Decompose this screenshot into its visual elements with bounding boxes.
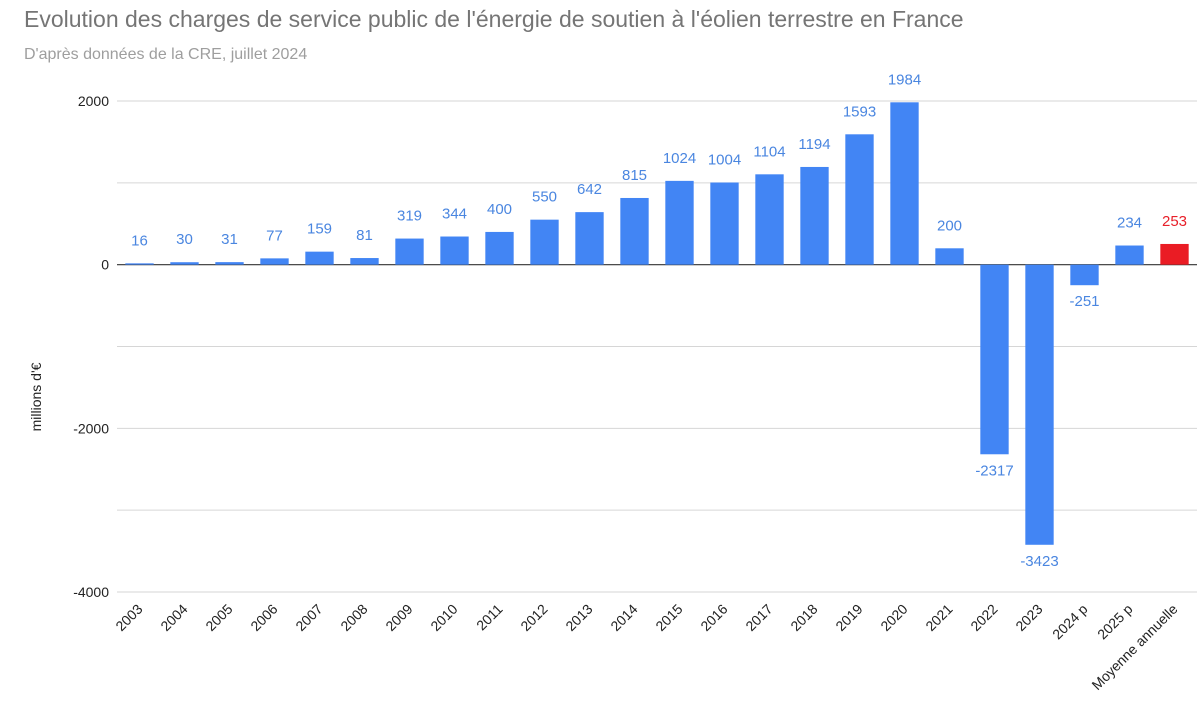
x-tick-label: 2021 [922, 601, 955, 634]
x-tick-label: 2024 p [1049, 601, 1091, 643]
bar [935, 248, 964, 265]
bar [440, 236, 469, 265]
data-label: 815 [622, 167, 647, 184]
data-label: -3423 [1020, 553, 1058, 570]
data-label: 642 [577, 181, 602, 198]
bar [1115, 245, 1144, 265]
x-tick-label: 2007 [292, 601, 325, 634]
data-label: 550 [532, 189, 557, 206]
bar [170, 262, 199, 265]
bar [1160, 243, 1189, 265]
bar [800, 166, 829, 265]
data-label: -2317 [975, 462, 1013, 479]
x-tick-label: 2005 [202, 601, 235, 634]
bar [305, 251, 334, 265]
data-label: 400 [487, 201, 512, 218]
data-label: 1024 [663, 150, 696, 167]
x-tick-label: Moyenne annuelle [1088, 601, 1180, 693]
x-tick-label: 2018 [787, 601, 820, 634]
bar [1070, 264, 1099, 286]
y-tick-label: 0 [101, 257, 109, 273]
data-label: 1004 [708, 152, 741, 169]
data-label: 77 [266, 227, 283, 244]
x-tick-label: 2003 [112, 601, 145, 634]
bar [395, 238, 424, 265]
bar [665, 180, 694, 265]
bar [215, 262, 244, 265]
x-tick-label: 2009 [382, 601, 415, 634]
y-axis-ticks: 2000 0 -2000 -4000 [73, 93, 109, 600]
y-tick-label: -4000 [73, 584, 109, 600]
chart-title: Evolution des charges de service public … [24, 6, 964, 32]
x-tick-label: 2019 [832, 601, 865, 634]
grid-lines [117, 100, 1197, 593]
chart-subtitle: D'après données de la CRE, juillet 2024 [24, 46, 308, 63]
bars [125, 102, 1189, 545]
x-tick-label: 2023 [1012, 601, 1045, 634]
data-label: 16 [131, 232, 148, 249]
bar [1025, 264, 1054, 545]
data-label: -251 [1069, 293, 1099, 310]
bar [710, 182, 739, 265]
data-label: 234 [1117, 215, 1142, 232]
x-tick-label: 2011 [473, 601, 506, 634]
bar [530, 219, 559, 265]
x-tick-label: 2006 [247, 601, 280, 634]
y-tick-label: 2000 [78, 93, 109, 109]
x-tick-label: 2017 [742, 601, 775, 634]
data-label: 1984 [888, 71, 921, 88]
x-axis-ticks: 2003 2004 2005 2006 2007 2008 2009 2010 2011 2012… [112, 601, 1180, 693]
x-tick-label: 2020 [877, 601, 910, 634]
bar [575, 212, 604, 265]
bar [125, 263, 154, 265]
x-tick-label: 2014 [607, 601, 640, 634]
y-axis-label: millions d'€ [28, 362, 44, 431]
data-label: 200 [937, 217, 962, 234]
x-tick-label: 2004 [157, 601, 190, 634]
bar [755, 174, 784, 265]
y-tick-label: -2000 [73, 420, 109, 436]
x-tick-label: 2008 [337, 601, 370, 634]
data-label: 1593 [843, 103, 876, 120]
x-tick-label: 2016 [697, 601, 730, 634]
data-label: 30 [176, 231, 193, 248]
data-label: 253 [1162, 213, 1187, 230]
x-tick-label: 2013 [562, 601, 595, 634]
bar [980, 264, 1009, 455]
x-tick-label: 2025 p [1094, 601, 1136, 643]
x-tick-label: 2015 [652, 601, 685, 634]
data-labels: 16 30 31 77 159 81 319 344 400 550 642 815 1024 1004 1… [131, 71, 1187, 569]
x-tick-label: 2010 [427, 601, 460, 634]
data-label: 344 [442, 206, 467, 223]
data-label: 159 [307, 221, 332, 238]
bar [890, 102, 919, 265]
bar [485, 231, 514, 265]
data-label: 1194 [798, 136, 830, 153]
bar [845, 134, 874, 265]
bar [350, 258, 379, 265]
data-label: 1104 [753, 143, 785, 160]
bar [620, 197, 649, 265]
x-tick-label: 2012 [517, 601, 550, 634]
bar [260, 258, 289, 265]
data-label: 31 [221, 231, 238, 248]
x-tick-label: 2022 [967, 601, 1000, 634]
data-label: 319 [397, 208, 422, 225]
data-label: 81 [356, 227, 373, 244]
